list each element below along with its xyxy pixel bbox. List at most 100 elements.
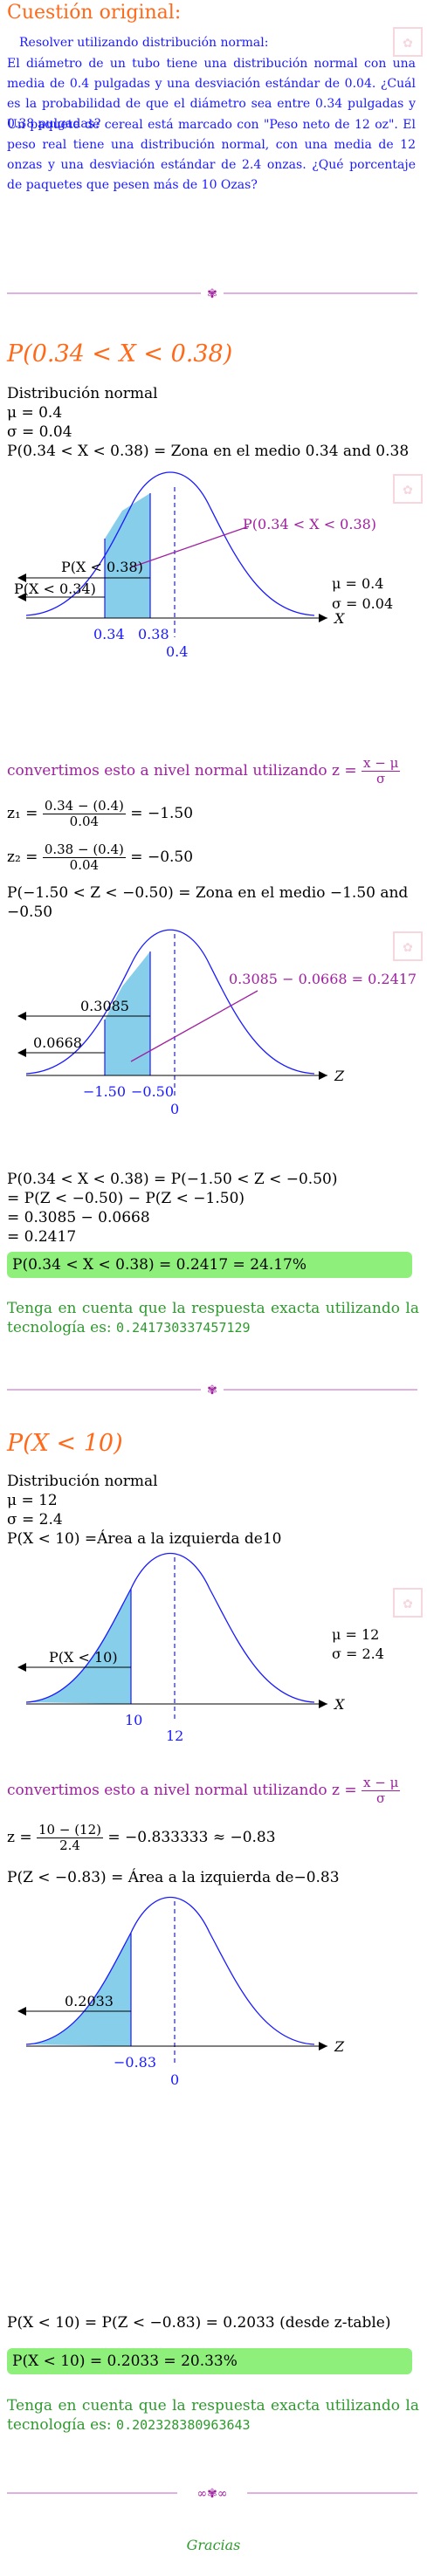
part2-note: Tenga en cuenta que la respuesta exacta … [7, 2396, 419, 2435]
svg-text:✿: ✿ [403, 941, 413, 955]
part1-distribution: Distribución normal [7, 385, 158, 402]
z-lhs: z = [7, 1829, 32, 1846]
note-text: Tenga en cuenta que la respuesta exacta … [7, 2397, 419, 2434]
z-equation: z = 10 − (12) 2.4 = −0.833333 ≈ −0.83 [7, 1823, 276, 1853]
svg-text:✾: ✾ [207, 1384, 217, 1396]
part2-calc: P(X < 10) = P(Z < −0.83) = 0.2033 (desde… [7, 2314, 391, 2332]
label-p-x-034: P(X < 0.34) [14, 580, 96, 597]
formula-num: x − μ [362, 1775, 401, 1791]
svg-text:✾: ✾ [207, 287, 217, 299]
mean-label: 0 [170, 1101, 179, 1117]
original-paragraph-2: Un paquete de cereal está marcado con "P… [7, 118, 416, 192]
tick-label: 0.34 [93, 626, 125, 642]
exact-value: 0.241730337457129 [116, 1320, 251, 1336]
footer-divider: ∞✾∞ [7, 2487, 417, 2499]
part1-graph-x: P(X < 0.38) P(X < 0.34) P(0.34 < X < 0.3… [14, 471, 393, 660]
shaded-area [105, 951, 150, 1075]
original-paragraph-1: El diámetro de un tubo tiene una distrib… [7, 57, 416, 131]
label-p-x-038: P(X < 0.38) [61, 559, 143, 575]
tick-label: −0.83 [114, 2054, 156, 2071]
label-02033: 0.2033 [65, 1993, 114, 2009]
calc-line: = 0.3085 − 0.0668 [7, 1209, 150, 1226]
z1-lhs: z₁ = [7, 805, 38, 822]
part1-graph-z: 0.3085 0.0668 0.3085 − 0.0668 = 0.2417 −… [17, 929, 417, 1117]
part1-zone2: P(−1.50 < Z < −0.50) = Zona en el medio … [7, 884, 409, 921]
convert-text: convertimos esto a nivel normal utilizan… [7, 1782, 327, 1799]
part1-zone: P(0.34 < X < 0.38) = Zona en el medio 0.… [7, 443, 410, 460]
part1-answer: P(0.34 < X < 0.38) = 0.2417 = 24.17% [7, 1252, 412, 1278]
axis-label: X [333, 610, 345, 627]
part1-convert-text: convertimos esto a nivel normal utilizan… [7, 755, 401, 787]
graph-sigma: σ = 2.4 [332, 1645, 384, 1662]
axis-label: X [333, 1696, 345, 1713]
axis-label: Z [334, 1068, 345, 1084]
part2-graph-x: P(X < 10) μ = 12 σ = 2.4 10 12 X [17, 1553, 384, 1744]
mean-label: 12 [166, 1728, 183, 1744]
part1-mu: μ = 0.4 [7, 404, 63, 422]
z1-num: 0.34 − (0.4) [42, 798, 126, 814]
part2-distribution: Distribución normal [7, 1473, 158, 1490]
part2-answer: P(X < 10) = 0.2033 = 20.33% [7, 2348, 412, 2374]
footer-thanks: Gracias [186, 2537, 241, 2553]
z1-den: 0.04 [69, 814, 100, 829]
graph-callout: 0.3085 − 0.0668 = 0.2417 [229, 971, 417, 987]
svg-text:✿: ✿ [403, 37, 413, 51]
normal-curve [25, 929, 315, 1075]
z1-equation: z₁ = 0.34 − (0.4) 0.04 = −1.50 [7, 799, 193, 829]
shaded-area [105, 493, 150, 618]
z1-result: = −1.50 [130, 805, 194, 822]
section-divider: ✾ [7, 287, 417, 299]
label-03085: 0.3085 [80, 998, 129, 1014]
graph-mu: μ = 0.4 [332, 575, 383, 592]
z-num: 10 − (12) [37, 1822, 103, 1838]
calc-line: = 0.2417 [7, 1228, 77, 1246]
tick-label: −0.50 [131, 1083, 174, 1100]
normal-curve [25, 471, 315, 616]
calc-line: = P(Z < −0.50) − P(Z < −1.50) [7, 1190, 245, 1207]
stamp-icon: ✿ [390, 929, 425, 964]
mean-label: 0.4 [166, 643, 188, 660]
shaded-area [26, 1933, 131, 2046]
formula-num: x − μ [362, 755, 401, 772]
axis-label: Z [334, 2038, 345, 2055]
stamp-icon: ✿ [390, 1585, 425, 1620]
formula-den: σ [376, 771, 386, 787]
part2-sigma: σ = 2.4 [7, 1511, 63, 1528]
z2-result: = −0.50 [130, 848, 194, 866]
z-den: 2.4 [59, 1838, 80, 1853]
mean-label: 0 [170, 2071, 179, 2088]
graph-callout: P(0.34 < X < 0.38) [243, 516, 376, 532]
part1-sigma: σ = 0.04 [7, 423, 72, 441]
formula-den: σ [376, 1790, 386, 1806]
exact-value: 0.202328380963643 [116, 2417, 251, 2433]
calc-line: P(0.34 < X < 0.38) = P(−1.50 < Z < −0.50… [7, 1171, 338, 1188]
z2-num: 0.38 − (0.4) [42, 841, 126, 858]
tick-label: −1.50 [83, 1083, 126, 1100]
tick-label: 0.38 [138, 626, 169, 642]
part2-mu: μ = 12 [7, 1492, 58, 1509]
label-00668: 0.0668 [33, 1034, 82, 1051]
label-p-x-10: P(X < 10) [49, 1649, 118, 1666]
normal-curve [25, 1897, 315, 2045]
part1-heading: P(0.34 < X < 0.38) [7, 340, 233, 368]
formula-lhs: z = [332, 1782, 357, 1799]
graph-mu: μ = 12 [332, 1626, 379, 1643]
svg-text:✿: ✿ [403, 484, 413, 498]
svg-text:✿: ✿ [403, 1597, 413, 1611]
part2-zone2: P(Z < −0.83) = Área a la izquierda de−0.… [7, 1869, 340, 1886]
stamp-icon: ✿ [390, 24, 425, 59]
part2-graph-z: 0.2033 −0.83 0 Z [17, 1897, 345, 2088]
section-divider: ✾ [7, 1384, 417, 1396]
original-subtitle: Resolver utilizando distribución normal: [19, 36, 269, 50]
note-text: Tenga en cuenta que la respuesta exacta … [7, 1300, 419, 1336]
normal-curve [25, 1553, 315, 1703]
graph-sigma: σ = 0.04 [332, 595, 393, 612]
z-result: = −0.833333 ≈ −0.83 [107, 1829, 276, 1846]
part2-zone: P(X < 10) =Área a la izquierda de10 [7, 1530, 282, 1548]
svg-text:∞✾∞: ∞✾∞ [196, 2487, 227, 2499]
stamp-icon: ✿ [390, 471, 425, 506]
shaded-area [26, 1589, 131, 1704]
